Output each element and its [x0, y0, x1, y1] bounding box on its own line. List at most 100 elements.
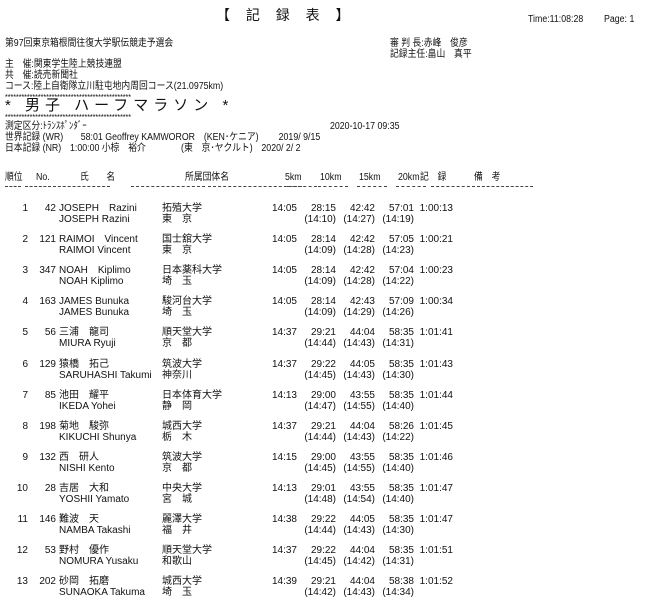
cell-rank: 13	[16, 576, 28, 588]
cell-rank: 5	[22, 327, 28, 339]
cell-k20: 58:38	[388, 576, 414, 588]
cell-pref: 東 京	[162, 214, 192, 225]
header-divider	[131, 186, 205, 187]
cell-s20: (14:26)	[382, 307, 414, 319]
col-no: No.	[36, 172, 50, 183]
cell-name2: SUNAOKA Takuma	[59, 587, 145, 599]
cell-team: 日本薬科大学	[162, 265, 222, 277]
cell-k10: 29:00	[310, 451, 336, 463]
header-divider	[5, 186, 21, 187]
cell-s10: (14:48)	[304, 493, 336, 505]
cell-k20: 58:35	[388, 482, 414, 494]
cell-team: 日本体育大学	[162, 389, 222, 401]
cell-name2: IKEDA Yohei	[59, 400, 116, 412]
cell-pref: 東 京	[162, 245, 192, 257]
cell-record: 1:01:46	[419, 451, 453, 463]
cell-k20: 58:35	[388, 545, 414, 557]
cell-name: NOAH Kiplimo	[59, 265, 131, 277]
cell-k5: 14:37	[271, 327, 297, 339]
cell-s10: (14:10)	[304, 214, 336, 225]
cell-pref: 京 都	[162, 462, 192, 474]
cosponsor: 共 催:読売新聞社	[5, 70, 78, 81]
cell-k5: 14:37	[271, 545, 297, 557]
header-divider	[208, 186, 302, 187]
cell-k20: 58:35	[388, 451, 414, 463]
cell-k15: 43:55	[349, 389, 375, 401]
course: コース:陸上自衛隊立川駐屯地内周回コース(21.0975km)	[5, 81, 224, 92]
cell-record: 1:01:41	[419, 327, 453, 339]
cell-team: 城西大学	[162, 420, 202, 432]
cell-record: 1:00:21	[419, 234, 453, 246]
cell-pref: 埼 玉	[162, 587, 192, 599]
cell-no: 53	[44, 545, 56, 557]
col-20km: 20km	[398, 172, 420, 183]
cell-name: JAMES Bunuka	[59, 296, 130, 308]
page-number: Page: 1	[604, 14, 635, 25]
cell-k10: 29:22	[310, 545, 336, 557]
cell-rank: 7	[22, 389, 28, 401]
cell-pref: 京 都	[162, 338, 192, 350]
cell-k15: 44:04	[349, 420, 375, 432]
cell-name2: NOAH Kiplimo	[59, 276, 124, 288]
cell-k15: 42:43	[349, 296, 375, 308]
cell-s10: (14:45)	[304, 556, 336, 568]
cell-no: 198	[39, 420, 56, 432]
cell-k5: 14:15	[271, 451, 297, 463]
cell-rank: 2	[22, 234, 28, 246]
cell-team: 拓殖大学	[162, 203, 202, 214]
col-remarks: 備 考	[474, 172, 501, 183]
cell-s20: (14:31)	[382, 556, 414, 568]
cell-rank: 6	[22, 358, 28, 370]
cell-k20: 58:35	[388, 514, 414, 525]
cell-s20: (14:31)	[382, 338, 414, 350]
cell-k5: 14:13	[271, 389, 297, 401]
event-name: 第97回東京箱根間往復大学駅伝競走予選会	[5, 38, 174, 49]
cell-s10: (14:47)	[304, 400, 336, 412]
header-divider	[396, 186, 426, 187]
cell-name2: MIURA Ryuji	[59, 338, 116, 350]
cell-k15: 44:04	[349, 545, 375, 557]
cell-k10: 29:01	[310, 482, 336, 494]
cell-pref: 栃 木	[162, 431, 192, 443]
cell-k10: 29:22	[310, 358, 336, 370]
cell-name: 菊地 駿弥	[59, 420, 109, 432]
cell-name: 難波 天	[59, 514, 99, 525]
cell-rank: 1	[22, 203, 28, 214]
cell-s20: (14:34)	[382, 587, 414, 599]
col-name: 氏 名	[80, 172, 116, 183]
cell-no: 42	[44, 203, 56, 214]
cell-s20: (14:40)	[382, 493, 414, 505]
cell-k20: 58:35	[388, 327, 414, 339]
cell-record: 1:01:44	[419, 389, 453, 401]
cell-rank: 3	[22, 265, 28, 277]
cell-s10: (14:09)	[304, 307, 336, 319]
cell-s15: (14:43)	[343, 525, 375, 536]
cell-s10: (14:44)	[304, 338, 336, 350]
header-divider	[287, 186, 317, 187]
cell-k10: 28:14	[310, 234, 336, 246]
cell-k15: 44:04	[349, 576, 375, 588]
cell-k5: 14:37	[271, 358, 297, 370]
cell-k10: 29:22	[310, 514, 336, 525]
cell-s10: (14:45)	[304, 462, 336, 474]
cell-k5: 14:05	[271, 203, 297, 214]
cell-s10: (14:44)	[304, 525, 336, 536]
col-15km: 15km	[359, 172, 381, 183]
cell-k5: 14:13	[271, 482, 297, 494]
cell-k10: 29:21	[310, 420, 336, 432]
cell-name: 砂岡 拓磨	[59, 576, 109, 588]
col-record: 記 録	[420, 172, 447, 183]
organizer: 主 催:関東学生陸上競技連盟	[5, 59, 122, 70]
cell-k5: 14:05	[271, 296, 297, 308]
cell-pref: 和歌山	[162, 556, 192, 568]
cell-no: 132	[39, 451, 56, 463]
cell-s15: (14:43)	[343, 431, 375, 443]
cell-k20: 58:35	[388, 358, 414, 370]
cell-name2: NAMBA Takashi	[59, 525, 131, 536]
cell-s15: (14:27)	[343, 214, 375, 225]
cell-k5: 14:39	[271, 576, 297, 588]
race-name: * 男子 ハーフマラソン *	[5, 97, 234, 114]
cell-record: 1:00:23	[419, 265, 453, 277]
cell-name2: JOSEPH Razini	[59, 214, 130, 225]
cell-k10: 29:21	[310, 576, 336, 588]
